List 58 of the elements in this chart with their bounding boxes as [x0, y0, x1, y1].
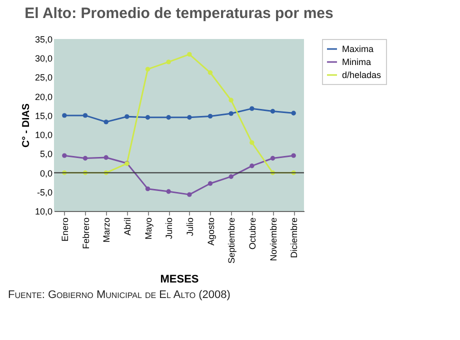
y-tick-label: 10,0 — [34, 206, 52, 216]
y-tick-label: 0,0 — [40, 168, 52, 178]
point — [62, 153, 67, 158]
legend-label: Minima — [342, 57, 372, 67]
point — [145, 66, 150, 72]
point — [291, 153, 296, 158]
legend-label: d/heladas — [342, 70, 382, 80]
point — [82, 113, 88, 118]
y-tick-label: -5,0 — [36, 187, 52, 198]
point — [250, 106, 254, 111]
x-tick-label: Marzo — [102, 218, 112, 243]
point — [166, 60, 171, 64]
point — [270, 156, 276, 161]
point — [124, 114, 130, 119]
point — [62, 113, 67, 118]
point — [228, 111, 234, 116]
point — [187, 192, 192, 197]
x-tick-label: Septiembre — [226, 218, 237, 264]
point — [228, 174, 234, 179]
x-tick-label: Junio — [164, 218, 174, 240]
y-tick-label: 15,0 — [34, 110, 52, 121]
point — [145, 186, 150, 192]
source-note: Fuente: Gobierno Municipal de El Alto (2008) — [8, 289, 232, 301]
y-axis-title: C° - DIAS — [20, 103, 32, 148]
point — [145, 115, 150, 120]
x-tick-label: Octubre — [247, 218, 258, 250]
point — [187, 52, 192, 57]
x-tick-label: Noviembre — [268, 218, 278, 262]
y-tick-label: 5,0 — [40, 149, 52, 160]
point — [104, 120, 108, 124]
x-tick-label: Agosto — [206, 218, 216, 246]
point — [250, 140, 254, 145]
x-tick-label: Enero — [60, 218, 70, 242]
point — [208, 181, 213, 186]
x-axis-title: MESES — [160, 274, 199, 286]
point — [82, 156, 88, 161]
y-tick-label: 10,0 — [34, 130, 52, 140]
point — [187, 115, 192, 120]
x-tick-label: Febrero — [80, 218, 91, 250]
x-tick-label: Diciembre — [289, 218, 300, 258]
point — [208, 114, 213, 119]
point — [270, 108, 276, 114]
x-tick-label: Julio — [184, 218, 195, 236]
point — [208, 70, 213, 75]
chart-title: El Alto: Promedio de temperaturas por mes — [24, 5, 334, 22]
point — [104, 155, 108, 160]
point — [228, 98, 234, 102]
y-tick-label: 20,0 — [34, 92, 52, 102]
point — [291, 110, 296, 116]
y-tick-label: 35,0 — [34, 34, 52, 44]
y-tick-label: 30,0 — [34, 54, 52, 64]
x-tick-label: Abril — [122, 218, 132, 236]
x-tick-label: Mayo — [143, 218, 154, 240]
y-tick-label: 25,0 — [34, 72, 52, 83]
point — [166, 189, 171, 194]
point — [250, 164, 254, 168]
point — [166, 115, 171, 120]
legend-label: Maxima — [342, 44, 374, 54]
